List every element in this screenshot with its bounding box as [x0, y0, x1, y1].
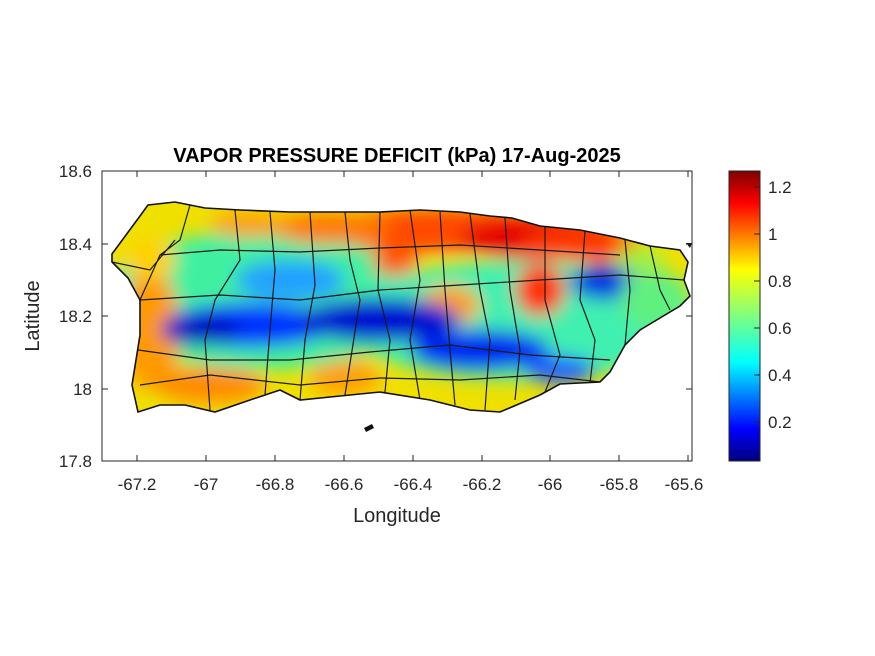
y-tick-label: 18: [73, 380, 92, 399]
x-tick-label: -66.8: [256, 475, 295, 494]
colorbar-tick-label: 1.2: [768, 178, 792, 197]
x-axis-label: Longitude: [353, 505, 441, 527]
colorbar-tick-label: 0.2: [768, 413, 792, 432]
colorbar-tick-label: 0.8: [768, 272, 792, 291]
x-tick-label: -66.2: [463, 475, 502, 494]
x-tick-label: -65.6: [665, 475, 704, 494]
y-axis-label: Latitude: [22, 280, 44, 351]
colorbar-tick-label: 0.4: [768, 366, 792, 385]
y-tick-label: 17.8: [59, 452, 92, 471]
x-tick-label: -66.6: [325, 475, 364, 494]
y-tick-label: 18.2: [59, 307, 92, 326]
x-tick-label: -65.8: [600, 475, 639, 494]
x-tick-labels: -67.2 -67 -66.8 -66.6 -66.4 -66.2 -66 -6…: [118, 475, 704, 494]
y-axis-ticks: [102, 243, 692, 390]
colorbar-tick-label: 0.6: [768, 319, 792, 338]
x-tick-label: -67: [194, 475, 219, 494]
x-axis-ticks: [136, 171, 689, 461]
y-tick-label: 18.6: [59, 162, 92, 181]
y-tick-label: 18.4: [59, 235, 92, 254]
x-tick-label: -66.4: [394, 475, 433, 494]
x-tick-label: -67.2: [118, 475, 157, 494]
colorbar: 1.2 1 0.8 0.6 0.4 0.2: [728, 170, 792, 462]
map-title: VAPOR PRESSURE DEFICIT (kPa) 17-Aug-2025: [173, 145, 621, 167]
municipal-boundaries: [112, 204, 685, 411]
colorbar-gradient: [728, 170, 761, 462]
y-tick-labels: 18.6 18.4 18.2 18 17.8: [59, 162, 92, 471]
colorbar-tick-label: 1: [768, 225, 777, 244]
coastline: [111, 201, 691, 414]
caja-de-muertos-islet: [364, 424, 374, 432]
x-tick-label: -66: [538, 475, 563, 494]
